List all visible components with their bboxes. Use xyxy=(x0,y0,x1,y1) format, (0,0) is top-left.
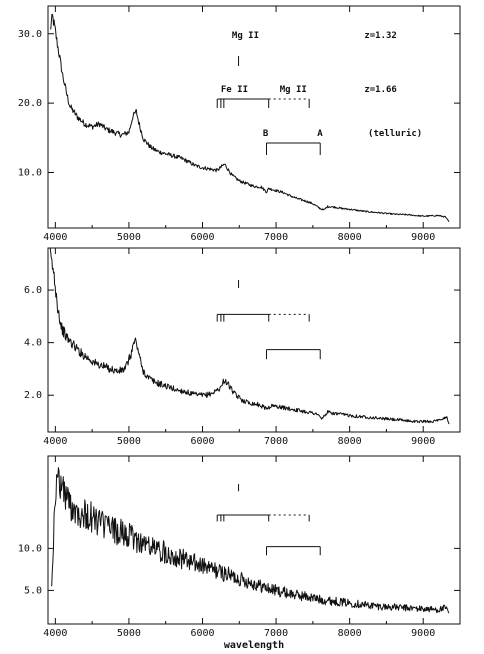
telluric-bracket xyxy=(266,142,321,155)
x-tick-label: 9000 xyxy=(411,628,435,639)
y-tick-label: 6.0 xyxy=(24,285,42,296)
x-tick-label: 7000 xyxy=(264,628,288,639)
label-z166: z=1.66 xyxy=(364,85,397,95)
y-tick-label: 30.0 xyxy=(18,29,42,40)
x-tick-label: 5000 xyxy=(117,436,141,447)
x-tick-label: 9000 xyxy=(411,232,435,243)
label-telluric-a: A xyxy=(317,129,323,139)
y-tick-label: 10.0 xyxy=(18,168,42,179)
x-tick-label: 6000 xyxy=(190,232,214,243)
spectrum-panel-2: 4000 5000 6000 7000 8000 9000 2.0 4.0 6.0 xyxy=(24,247,461,447)
x-tick-label: 5000 xyxy=(117,232,141,243)
z166-line-bracket xyxy=(216,313,310,322)
x-tick-label: 8000 xyxy=(338,628,362,639)
label-telluric: (telluric) xyxy=(368,128,422,139)
label-feii: Fe II xyxy=(221,85,248,95)
y-tick-label: 2.0 xyxy=(24,390,42,401)
spectrum-line xyxy=(49,247,450,425)
y-tick-label: 20.0 xyxy=(18,98,42,109)
x-tick-label: 4000 xyxy=(43,628,67,639)
telluric-bracket xyxy=(266,349,321,360)
x-tick-label: 8000 xyxy=(338,232,362,243)
spectrum-line xyxy=(51,467,450,614)
label-telluric-b: B xyxy=(263,129,269,139)
label-mgii-z166: Mg II xyxy=(280,85,307,95)
plot-frame xyxy=(47,5,461,229)
x-tick-label: 9000 xyxy=(411,436,435,447)
y-tick-label: 10.0 xyxy=(18,543,42,554)
x-tick-label: 5000 xyxy=(117,628,141,639)
telluric-bracket xyxy=(266,546,321,556)
x-tick-label: 6000 xyxy=(190,436,214,447)
z166-line-bracket xyxy=(216,98,310,108)
plot-frame xyxy=(47,247,461,433)
label-z132: z=1.32 xyxy=(364,31,397,41)
x-axis-label: wavelength xyxy=(224,640,284,651)
spectrum-panel-3: 4000 5000 6000 7000 8000 9000 5.0 10.0 wavelengt… xyxy=(18,455,461,651)
x-tick-label: 6000 xyxy=(190,628,214,639)
x-tick-label: 7000 xyxy=(264,232,288,243)
z166-line-bracket xyxy=(216,514,310,522)
plot-frame xyxy=(47,455,461,625)
y-tick-label: 4.0 xyxy=(24,338,42,349)
spectrum-line xyxy=(49,13,450,223)
x-tick-label: 8000 xyxy=(338,436,362,447)
y-tick-label: 5.0 xyxy=(24,585,42,596)
label-mgii-z132: Mg II xyxy=(232,31,259,41)
x-tick-label: 4000 xyxy=(43,232,67,243)
x-tick-label: 4000 xyxy=(43,436,67,447)
x-tick-label: 7000 xyxy=(264,436,288,447)
spectrum-panel-1: 4000 5000 6000 7000 8000 9000 10.0 20.0 30.0 Mg I… xyxy=(18,5,461,243)
